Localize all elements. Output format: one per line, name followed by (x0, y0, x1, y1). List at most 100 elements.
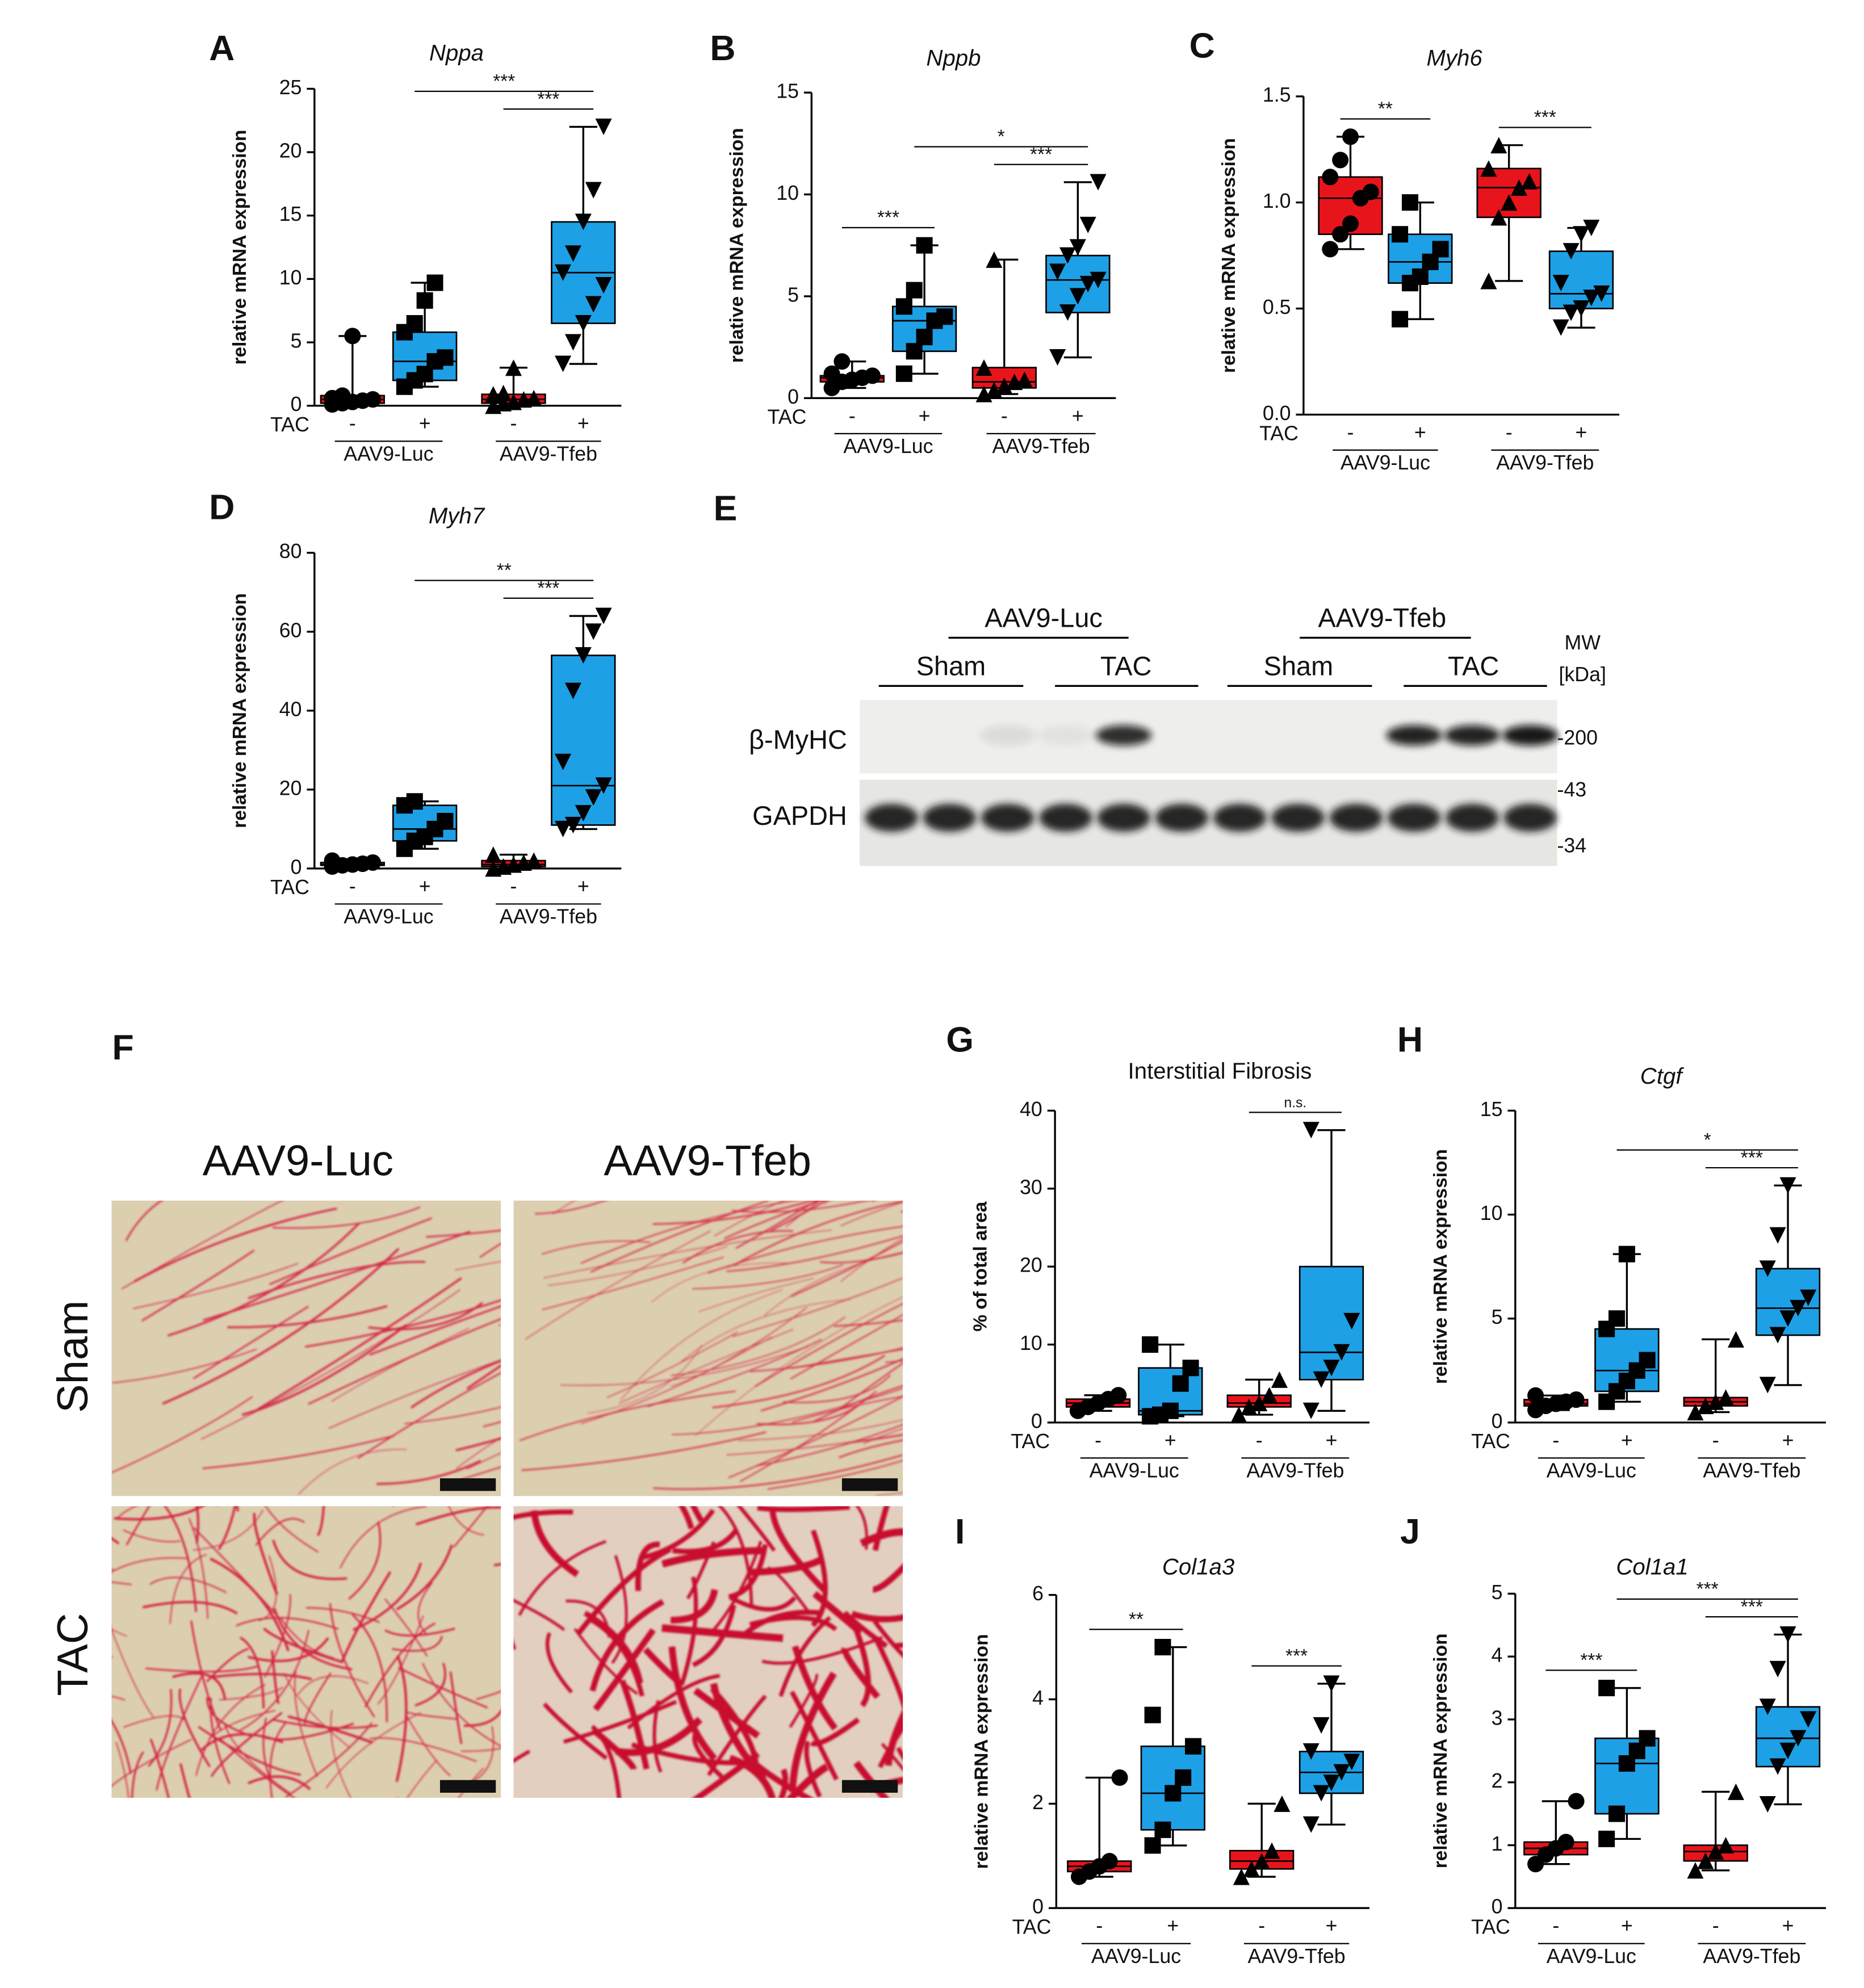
data-point (1573, 226, 1590, 243)
collagen-fiber (547, 1245, 728, 1286)
collagen-fiber (304, 1299, 501, 1348)
data-point (1573, 300, 1590, 317)
data-point (575, 213, 592, 230)
data-point (1069, 239, 1086, 256)
y-axis-label: % of total area (970, 1201, 991, 1331)
collagen-fiber (740, 1750, 814, 1798)
collagen-fiber (573, 1628, 638, 1695)
y-tick-label: 0 (1031, 1410, 1042, 1432)
collagen-fiber (563, 1700, 677, 1744)
collagen-fiber (392, 1635, 443, 1652)
data-point (916, 329, 933, 346)
collagen-fiber (682, 1230, 794, 1264)
treatment-label: + (1326, 1429, 1338, 1452)
collagen-fiber (265, 1506, 319, 1553)
treatment-label: + (1167, 1914, 1179, 1937)
blot-row-label: β-MyHC (749, 725, 847, 754)
treatment-label: - (1258, 1914, 1265, 1937)
collagen-fiber (257, 1277, 462, 1411)
data-point (426, 274, 443, 291)
significance-label: *** (537, 578, 559, 599)
blot-strip (860, 779, 1557, 866)
collagen-fiber (178, 1688, 211, 1768)
collagen-fiber (840, 1201, 903, 1227)
data-point (1501, 194, 1518, 211)
treatment-label: - (1712, 1429, 1719, 1452)
group-label: AAV9-Tfeb (1703, 1945, 1800, 1968)
group-label: AAV9-Tfeb (500, 905, 597, 928)
collagen-fiber (813, 1385, 903, 1423)
collagen-fiber (785, 1201, 821, 1227)
panel-letter: I (955, 1512, 965, 1551)
chart-title: Ctgf (1640, 1063, 1685, 1089)
x-label: TAC (1259, 422, 1298, 445)
y-axis-label: relative mRNA expression (229, 130, 250, 365)
collagen-fiber (738, 1419, 903, 1441)
panel-letter: A (209, 28, 234, 68)
data-point (437, 349, 454, 366)
x-label: TAC (1011, 1430, 1050, 1453)
collagen-fiber (590, 1201, 769, 1273)
band (1446, 804, 1499, 832)
data-point (1759, 1260, 1776, 1277)
collagen-fiber (271, 1650, 280, 1704)
band (1037, 725, 1094, 746)
collagen-fiber (726, 1235, 903, 1272)
data-point (1172, 1375, 1189, 1392)
collagen-fiber (145, 1666, 258, 1673)
data-point (555, 820, 572, 837)
collagen-fiber (732, 1277, 903, 1337)
collagen-fiber (545, 1632, 573, 1694)
box-chart: C Myh6 relative mRNA expression 0.0 0.5 1.0 1.… (1189, 26, 1619, 474)
data-point (936, 308, 953, 325)
treatment-label: + (1326, 1914, 1338, 1937)
box-chart: D Myh7 relative mRNA expression 0 20 40 60 80 TA… (209, 487, 622, 928)
data-point (1769, 1660, 1786, 1677)
collagen-fiber (764, 1252, 903, 1316)
data-point (365, 391, 382, 408)
y-tick-label: 60 (279, 619, 302, 641)
collagen-fiber (376, 1459, 481, 1485)
column-title: AAV9-Luc (203, 1136, 393, 1185)
collagen-fiber (219, 1687, 283, 1701)
significance-label: *** (877, 207, 899, 228)
significance-label: * (1704, 1130, 1711, 1151)
group-label: AAV9-Luc (1547, 1459, 1636, 1482)
collagen-fiber (164, 1506, 197, 1612)
data-point (1769, 1327, 1786, 1344)
collagen-fiber (587, 1345, 702, 1414)
band (1097, 804, 1151, 832)
collagen-fiber (653, 1454, 903, 1490)
collagen-fiber (736, 1506, 776, 1552)
collagen-fiber (304, 1672, 332, 1727)
blot-condition: Sham (916, 651, 986, 681)
chart-title: Myh6 (1426, 45, 1482, 71)
collagen-fiber (115, 1742, 129, 1798)
data-point (1687, 1862, 1704, 1879)
collagen-fiber (739, 1390, 877, 1483)
chart-title: Col1a3 (1162, 1554, 1234, 1579)
data-point (1111, 1769, 1128, 1786)
mw-marker: -200 (1557, 727, 1598, 749)
collagen-fiber (407, 1712, 458, 1720)
collagen-fiber (521, 1431, 766, 1471)
data-point (1568, 1391, 1585, 1408)
panel-letter: G (946, 1020, 974, 1059)
data-point (1520, 173, 1538, 190)
collagen-fiber (672, 1528, 739, 1554)
data-point (1718, 1389, 1735, 1406)
y-tick-label: 5 (1492, 1306, 1503, 1328)
box-chart: H Ctgf relative mRNA expression 0 5 10 15 TAC AA… (1397, 1020, 1826, 1482)
treatment-label: + (919, 404, 931, 427)
collagen-fiber (690, 1506, 704, 1523)
data-point (1411, 268, 1429, 285)
collagen-fiber (351, 1614, 388, 1722)
collagen-fiber (542, 1256, 724, 1311)
collagen-fiber (754, 1303, 903, 1387)
collagen-fiber (317, 1506, 325, 1537)
collagen-fiber (202, 1435, 395, 1470)
data-point (1079, 275, 1096, 292)
blot-condition: TAC (1100, 651, 1151, 681)
collagen-fiber (125, 1201, 164, 1242)
blot-group: AAV9-Tfeb (1318, 603, 1446, 633)
